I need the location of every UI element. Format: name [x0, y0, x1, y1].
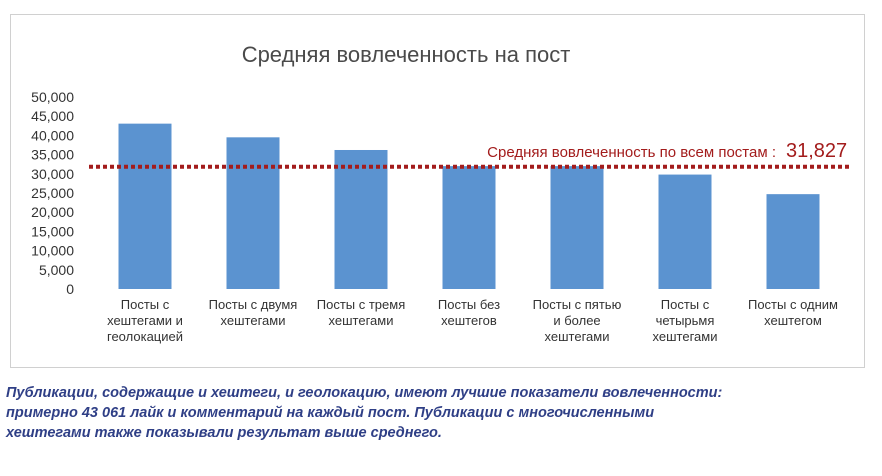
x-category-label: Посты с четырьмя хештегами [653, 297, 718, 344]
bar [442, 166, 496, 289]
caption-line: Публикации, содержащие и хештеги, и геол… [6, 385, 723, 401]
x-category-line: хештегом [764, 313, 822, 328]
caption: Публикации, содержащие и хештеги, и геол… [6, 383, 876, 443]
y-tick-label: 40,000 [31, 127, 74, 143]
y-tick-label: 20,000 [31, 204, 74, 220]
x-category-label: Посты с двумя хештегами [209, 297, 298, 328]
y-tick-label: 5,000 [39, 262, 74, 278]
x-category-line: Посты с тремя [317, 297, 406, 312]
caption-line: примерно 43 061 лайк и комментарий на ка… [6, 405, 655, 421]
x-category-label: Посты с хештегами и геолокацией [107, 297, 183, 344]
y-tick-label: 50,000 [31, 89, 74, 105]
x-category-line: четырьмя [656, 313, 715, 328]
x-category-label: Посты с пятью и более хештегами [533, 297, 622, 344]
x-category-line: хештегов [441, 313, 497, 328]
x-category-line: хештегами и [107, 313, 183, 328]
bar [118, 123, 172, 290]
x-category-line: Посты с [121, 297, 170, 312]
x-category-line: Посты с пятью [533, 297, 622, 312]
x-category-line: хештегами [545, 329, 610, 344]
x-category-line: и более [553, 313, 600, 328]
x-category-line: геолокацией [107, 329, 183, 344]
y-tick-label: 10,000 [31, 243, 74, 259]
x-category-label: Посты с тремя хештегами [317, 297, 406, 328]
x-category-line: хештегами [221, 313, 286, 328]
caption-line: хештегами также показывали результат выш… [6, 425, 442, 441]
bar [766, 194, 820, 289]
x-category-label: Посты с одним хештегом [748, 297, 838, 328]
y-tick-label: 35,000 [31, 147, 74, 163]
x-category-line: хештегами [653, 329, 718, 344]
x-category-line: Посты без [438, 297, 500, 312]
y-axis-ticks: 0 5,000 10,000 15,000 20,000 25,000 30,000 35,0… [31, 89, 74, 297]
bar-chart: Средняя вовлеченность на пост 0 5,000 10,0… [31, 42, 849, 344]
bar [658, 174, 712, 289]
y-tick-label: 45,000 [31, 108, 74, 124]
x-category-label: Посты без хештегов [438, 297, 500, 328]
x-category-line: хештегами [329, 313, 394, 328]
bars [118, 123, 820, 290]
x-category-line: Посты с одним [748, 297, 838, 312]
chart-frame: Средняя вовлеченность на пост 0 5,000 10,0… [10, 14, 865, 368]
y-tick-label: 25,000 [31, 185, 74, 201]
y-tick-label: 0 [66, 281, 74, 297]
bar [334, 149, 388, 289]
bar [226, 137, 280, 289]
x-category-line: Посты с [661, 297, 710, 312]
x-category-line: Посты с двумя [209, 297, 298, 312]
bar [550, 166, 604, 289]
y-tick-label: 30,000 [31, 166, 74, 182]
chart-title: Средняя вовлеченность на пост [242, 42, 571, 67]
average-label: Средняя вовлеченность по всем постам : [487, 144, 776, 161]
average-value: 31,827 [786, 140, 847, 162]
y-tick-label: 15,000 [31, 223, 74, 239]
